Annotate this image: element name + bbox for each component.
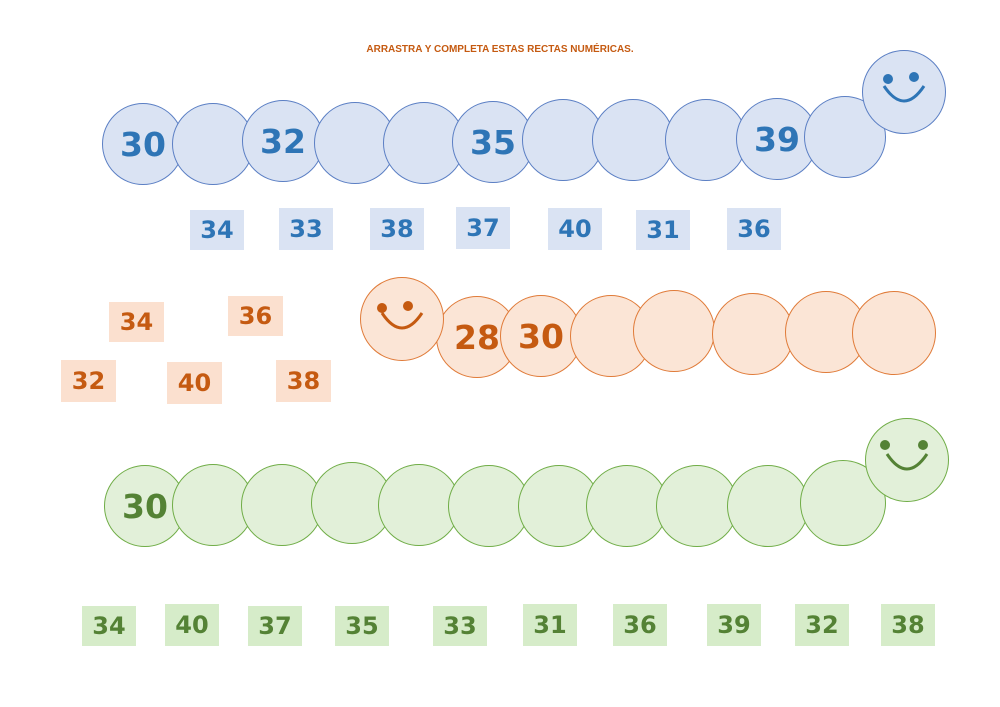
eye-icon: [880, 440, 890, 450]
smiley-face-icon: [862, 50, 946, 134]
number-tile[interactable]: 40: [548, 208, 602, 250]
slot-number: 30: [120, 124, 166, 164]
page-title: ARRASTRA Y COMPLETA ESTAS RECTAS NUMÉRIC…: [366, 44, 634, 55]
slot-number: 39: [754, 119, 800, 159]
smile-icon: [885, 453, 929, 471]
slot-number: [242, 465, 322, 545]
slot-number: [523, 100, 603, 180]
eye-icon: [883, 74, 893, 84]
number-slot[interactable]: [172, 103, 254, 185]
number-tile[interactable]: 36: [613, 604, 667, 646]
number-slot[interactable]: 30: [500, 295, 582, 377]
smile-icon: [380, 312, 424, 330]
number-slot[interactable]: [712, 293, 794, 375]
number-tile[interactable]: 34: [190, 210, 244, 250]
number-slot[interactable]: [665, 99, 747, 181]
number-tile[interactable]: 35: [335, 606, 389, 646]
number-slot[interactable]: [633, 290, 715, 372]
number-tile[interactable]: 32: [61, 360, 116, 402]
smile-icon: [882, 85, 926, 103]
number-tile[interactable]: 34: [82, 606, 136, 646]
slot-number: [713, 294, 793, 374]
number-tile[interactable]: 33: [433, 606, 487, 646]
eye-icon: [403, 301, 413, 311]
slot-number: [728, 466, 808, 546]
slot-number: [666, 100, 746, 180]
eye-icon: [377, 303, 387, 313]
number-tile[interactable]: 31: [636, 210, 690, 250]
number-slot[interactable]: [448, 465, 530, 547]
slot-number: [379, 465, 459, 545]
eye-icon: [909, 72, 919, 82]
smiley-face-icon: [360, 277, 444, 361]
slot-number: [657, 466, 737, 546]
number-tile[interactable]: 31: [523, 604, 577, 646]
slot-number: 35: [470, 122, 516, 162]
eye-icon: [918, 440, 928, 450]
number-slot[interactable]: [383, 102, 465, 184]
number-tile[interactable]: 40: [165, 604, 219, 646]
slot-number: 30: [518, 316, 564, 356]
smiley-face-icon: [865, 418, 949, 502]
number-tile[interactable]: 38: [276, 360, 331, 402]
number-tile[interactable]: 33: [279, 208, 333, 250]
slot-number: 28: [454, 317, 500, 357]
number-tile[interactable]: 40: [167, 362, 222, 404]
slot-number: [634, 291, 714, 371]
number-slot[interactable]: 32: [242, 100, 324, 182]
number-slot[interactable]: [518, 465, 600, 547]
number-slot[interactable]: [852, 291, 936, 375]
slot-number: [449, 466, 529, 546]
slot-number: [593, 100, 673, 180]
number-slot[interactable]: [592, 99, 674, 181]
slot-number: 32: [260, 121, 306, 161]
slot-number: 30: [122, 486, 168, 526]
number-tile[interactable]: 32: [795, 604, 849, 646]
number-slot[interactable]: [727, 465, 809, 547]
number-slot[interactable]: [378, 464, 460, 546]
number-tile[interactable]: 39: [707, 604, 761, 646]
number-tile[interactable]: 37: [248, 606, 302, 646]
number-tile[interactable]: 34: [109, 302, 164, 342]
number-slot[interactable]: [522, 99, 604, 181]
number-tile[interactable]: 38: [881, 604, 935, 646]
number-slot[interactable]: [656, 465, 738, 547]
number-tile[interactable]: 37: [456, 207, 510, 249]
number-slot[interactable]: 35: [452, 101, 534, 183]
number-slot[interactable]: [314, 102, 396, 184]
number-tile[interactable]: 36: [727, 208, 781, 250]
slot-number: [587, 466, 667, 546]
number-tile[interactable]: 36: [228, 296, 283, 336]
slot-number: [173, 104, 253, 184]
number-tile[interactable]: 38: [370, 208, 424, 250]
slot-number: [853, 292, 935, 374]
number-slot[interactable]: 30: [102, 103, 184, 185]
